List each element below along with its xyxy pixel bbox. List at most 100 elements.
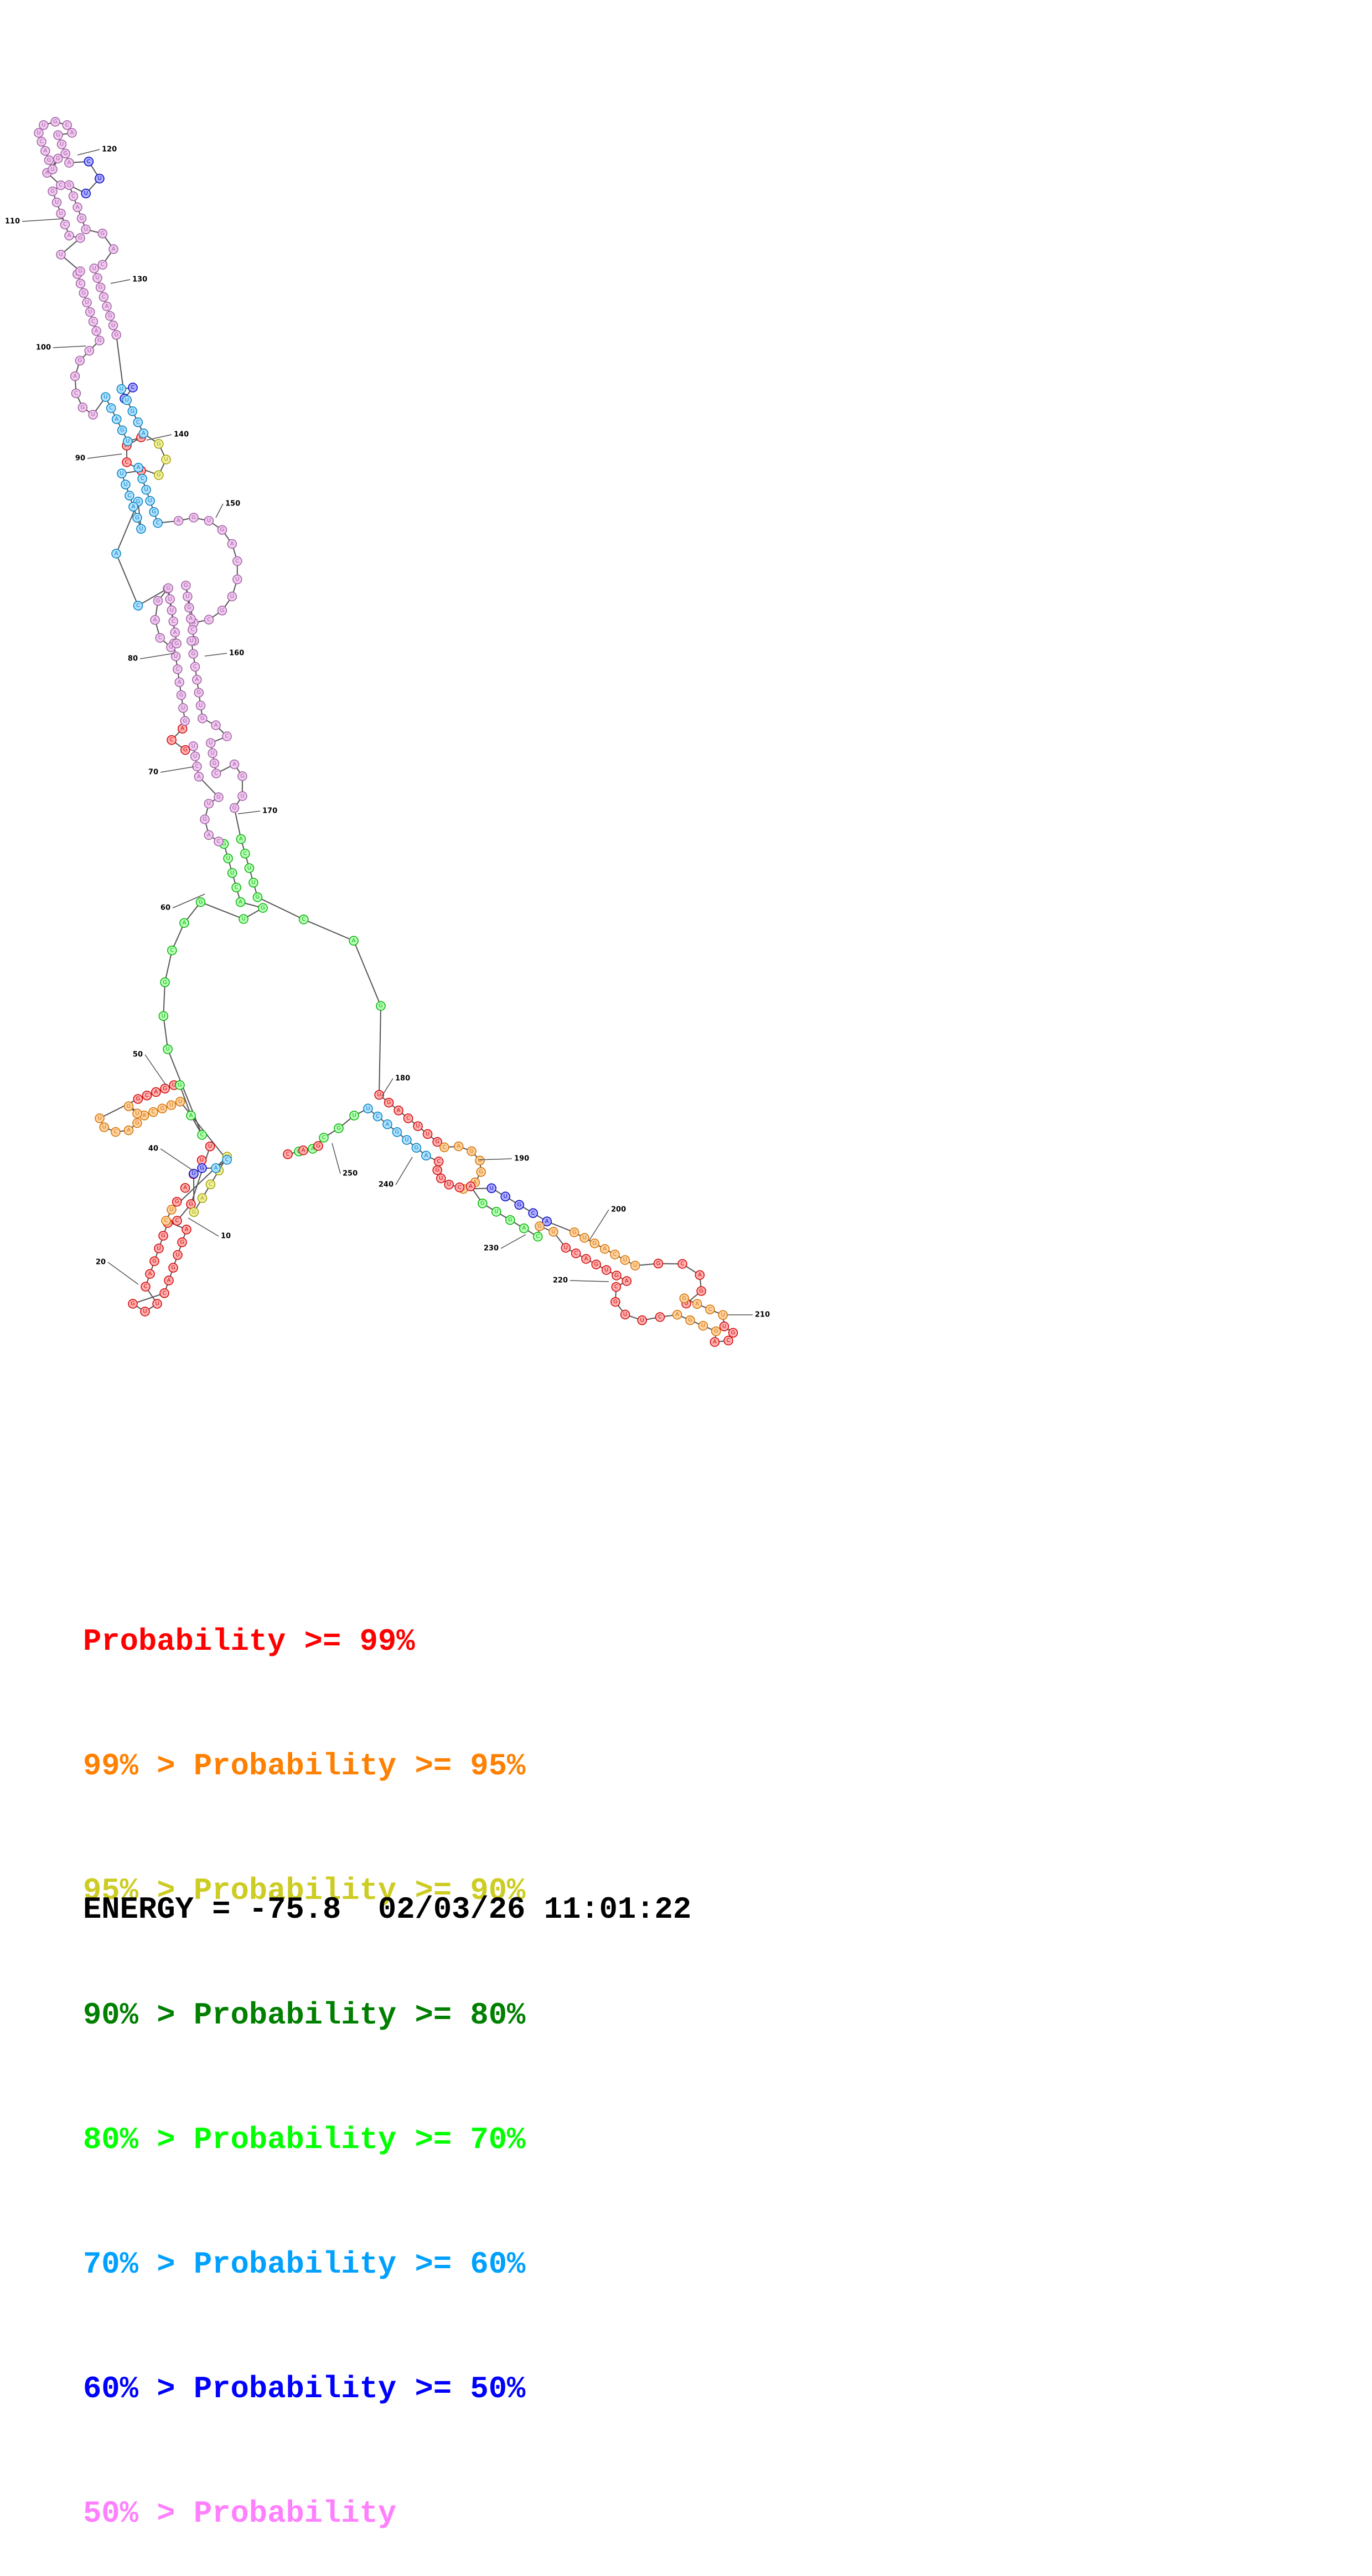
nucleotide: G <box>154 596 163 605</box>
svg-text:U: U <box>91 412 95 418</box>
svg-text:A: A <box>131 504 135 510</box>
svg-text:U: U <box>604 1267 608 1273</box>
svg-text:U: U <box>174 653 178 659</box>
nucleotide: G <box>253 893 262 902</box>
svg-text:G: G <box>379 1003 383 1009</box>
svg-text:U: U <box>623 1257 627 1263</box>
nucleotide: G <box>48 187 57 196</box>
svg-text:G: G <box>256 894 260 900</box>
nucleotide: U <box>620 1256 629 1264</box>
svg-text:U: U <box>143 1309 147 1315</box>
svg-text:U: U <box>148 498 152 504</box>
nucleotide: U <box>189 742 198 751</box>
nucleotide: G <box>334 1124 343 1133</box>
svg-text:160: 160 <box>229 649 244 658</box>
svg-text:A: A <box>207 832 211 838</box>
nucleotide: U <box>228 869 237 877</box>
svg-text:C: C <box>74 390 78 396</box>
nucleotide: G <box>76 267 85 276</box>
svg-text:C: C <box>681 1261 685 1267</box>
nucleotide: A <box>65 158 74 167</box>
svg-text:70: 70 <box>148 768 158 777</box>
svg-text:C: C <box>406 1116 410 1122</box>
nucleotide: G <box>189 1207 198 1216</box>
nucleotide: G <box>185 603 194 612</box>
nucleotide: C <box>319 1133 328 1142</box>
nucleotide: A <box>211 721 220 730</box>
svg-text:150: 150 <box>225 500 240 508</box>
svg-text:C: C <box>145 1092 149 1098</box>
svg-text:G: G <box>415 1145 419 1151</box>
nucleotide: G <box>314 1142 323 1150</box>
svg-text:C: C <box>235 558 239 564</box>
legend-prefix: 50% > <box>83 2496 194 2531</box>
svg-text:U: U <box>207 801 211 807</box>
nucleotide: G <box>230 803 239 812</box>
svg-text:U: U <box>200 1157 204 1163</box>
svg-text:C: C <box>574 1251 578 1257</box>
nucleotide: U <box>621 1310 630 1319</box>
svg-text:A: A <box>173 629 177 636</box>
nucleotide: U <box>137 524 146 533</box>
nucleotide: U <box>56 209 65 218</box>
svg-text:G: G <box>135 1120 139 1126</box>
nucleotide: A <box>187 1111 195 1120</box>
svg-text:U: U <box>251 880 255 886</box>
svg-text:G: G <box>163 979 167 985</box>
svg-text:G: G <box>682 1295 686 1302</box>
nucleotide: C <box>283 1150 292 1159</box>
nucleotide: A <box>198 1194 206 1202</box>
nucleotide: C <box>610 1250 619 1259</box>
svg-text:A: A <box>457 1143 460 1149</box>
nucleotide: C <box>612 1283 620 1292</box>
svg-text:A: A <box>137 464 141 471</box>
svg-text:G: G <box>316 1143 320 1149</box>
nucleotide: U <box>245 864 253 873</box>
svg-text:A: A <box>70 130 74 136</box>
nucleotide: C <box>198 1130 206 1139</box>
nucleotide: A <box>673 1310 682 1319</box>
svg-text:A: A <box>522 1225 526 1231</box>
svg-text:A: A <box>713 1339 717 1345</box>
svg-text:U: U <box>92 265 96 271</box>
svg-text:U: U <box>240 793 244 799</box>
nucleotide: C <box>153 519 162 528</box>
svg-text:C: C <box>59 182 63 188</box>
svg-text:A: A <box>177 518 180 524</box>
svg-text:G: G <box>135 515 139 521</box>
nucleotide: U <box>167 606 176 615</box>
svg-text:U: U <box>170 607 174 613</box>
svg-text:U: U <box>103 394 107 400</box>
svg-text:U: U <box>181 705 185 711</box>
svg-text:A: A <box>424 1153 428 1159</box>
svg-text:G: G <box>97 338 102 344</box>
nucleotide: G <box>200 815 209 824</box>
nucleotide: U <box>580 1233 589 1242</box>
svg-text:G: G <box>80 215 84 221</box>
nucleotide: A <box>622 1277 631 1286</box>
svg-text:G: G <box>220 527 225 533</box>
svg-text:G: G <box>50 188 55 194</box>
svg-text:G: G <box>191 651 195 657</box>
nucleotide: G <box>680 1294 688 1303</box>
svg-text:U: U <box>87 348 91 354</box>
legend-text: Probability >= 60% <box>194 2247 526 2282</box>
nucleotide: G <box>218 525 226 534</box>
nucleotide: C <box>724 1336 733 1345</box>
nucleotide: U <box>501 1192 510 1201</box>
svg-text:A: A <box>142 430 146 436</box>
nucleotide: G <box>376 1002 385 1010</box>
nucleotide: G <box>238 772 247 781</box>
svg-text:A: A <box>197 773 201 779</box>
nucleotide: C <box>222 1155 231 1164</box>
svg-text:C: C <box>164 1218 168 1224</box>
nucleotide: C <box>167 736 176 745</box>
nucleotide: C <box>404 1114 413 1123</box>
legend-row-6: 70% > Probability >= 60% <box>83 2244 525 2285</box>
nucleotide: A <box>151 616 159 624</box>
svg-text:U: U <box>102 1124 106 1130</box>
svg-text:G: G <box>196 690 201 696</box>
nucleotide: G <box>164 584 173 592</box>
nucleotide: U <box>413 1122 422 1130</box>
svg-text:C: C <box>63 221 67 228</box>
